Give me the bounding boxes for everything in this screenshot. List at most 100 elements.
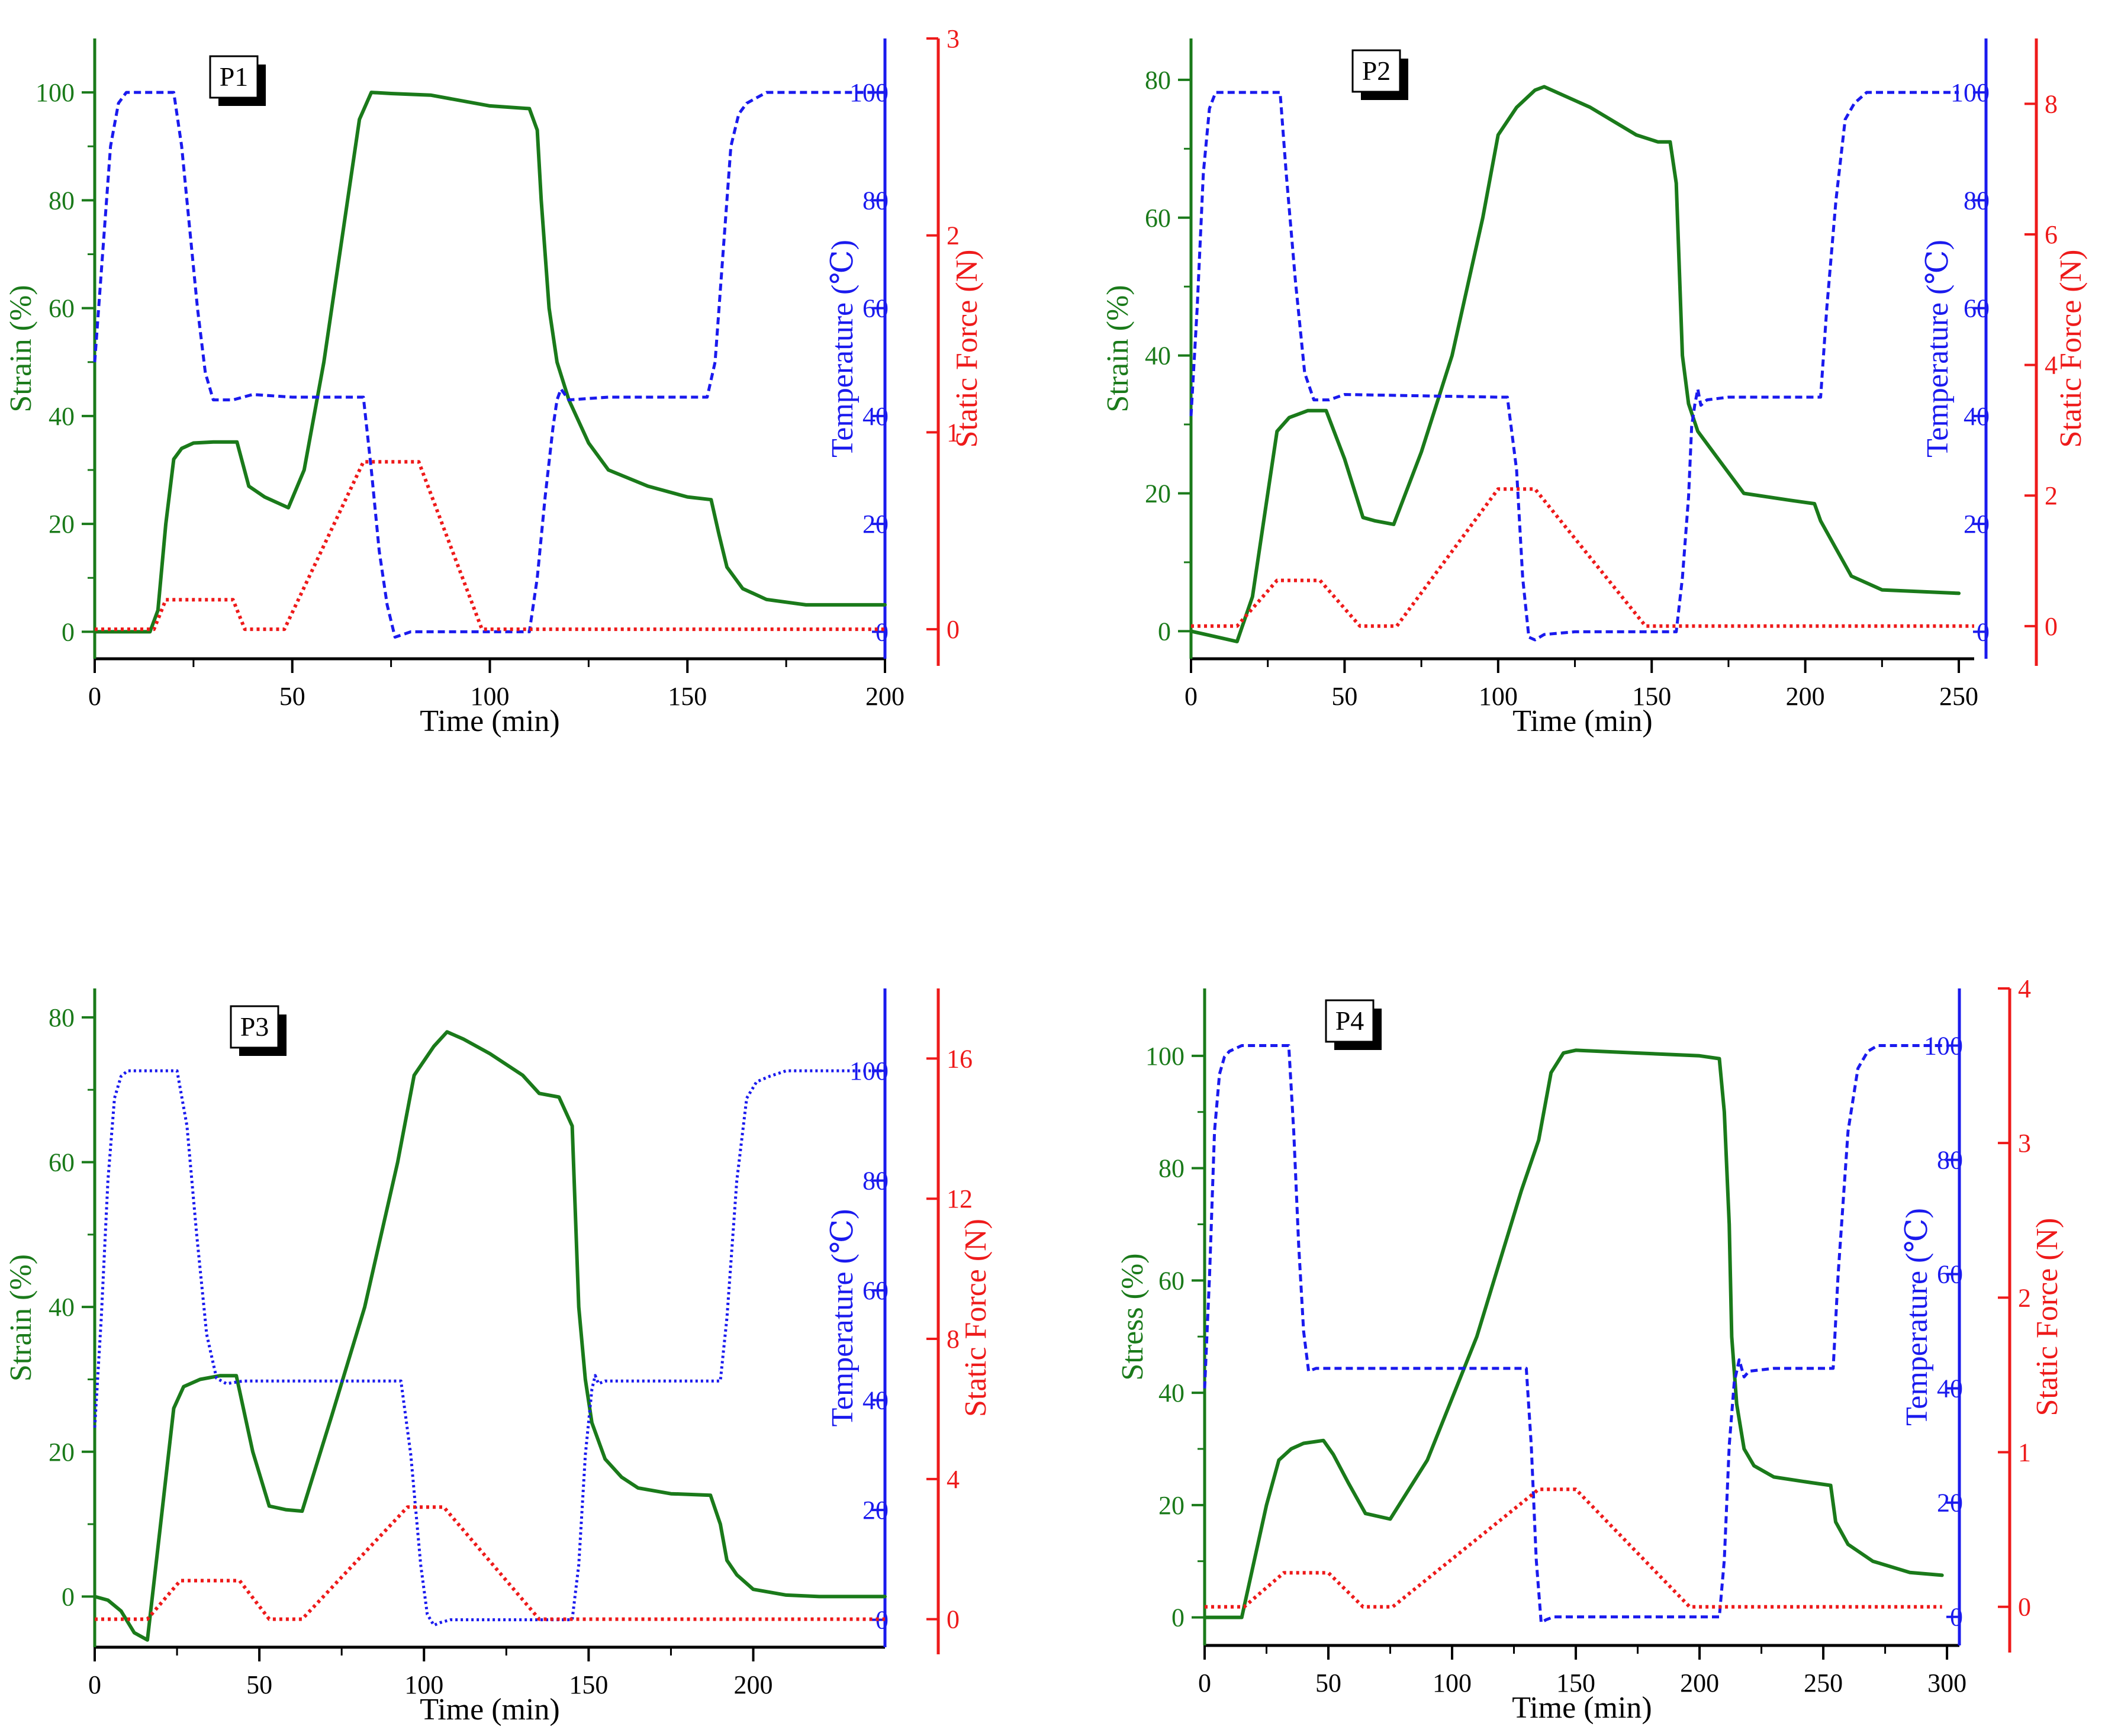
force-tick-label: 8 [2045, 89, 2058, 118]
temperature-tick-label: 40 [862, 1386, 889, 1415]
temperature-tick-label: 80 [862, 186, 889, 215]
x-tick-label: 0 [88, 1670, 101, 1699]
temperature-tick-label: 60 [1964, 294, 1990, 323]
strain-tick-label: 0 [1158, 617, 1171, 646]
temperature-tick-label: 80 [1964, 186, 1990, 215]
force-tick-label: 1 [947, 418, 960, 447]
x-tick-label: 150 [1632, 682, 1671, 711]
force-tick-label: 12 [947, 1184, 973, 1213]
x-tick-label: 100 [1433, 1669, 1472, 1698]
force-tick-label: 0 [2018, 1593, 2031, 1622]
temperature-tick-label: 40 [862, 402, 889, 431]
series-line-strain [93, 1030, 887, 1642]
x-tick-label: 100 [471, 682, 510, 711]
force-tick-label: 4 [947, 1465, 960, 1494]
x-tick-label: 50 [279, 682, 305, 711]
series-line-strain [93, 91, 887, 634]
temperature-tick-label: 60 [862, 294, 889, 323]
series-line-static-force [95, 460, 885, 632]
strain-tick-label: 80 [1145, 66, 1171, 95]
x-tick-label: 50 [246, 1670, 272, 1699]
temperature-axis-title: Temperature (℃) [1921, 240, 1955, 458]
force-tick-label: 0 [947, 615, 960, 644]
strain-tick-label: 80 [1158, 1154, 1185, 1183]
panel-tag-label: P3 [240, 1012, 269, 1042]
strain-tick-label: 100 [36, 78, 75, 107]
series-line-temperature [93, 91, 885, 639]
x-tick-label: 200 [1680, 1669, 1719, 1698]
x-tick-label: 100 [1479, 682, 1518, 711]
panel-tag-box [209, 55, 259, 99]
x-axis-title: Time (min) [420, 704, 559, 738]
temperature-tick-label: 60 [862, 1276, 889, 1305]
strain-axis-title: Stress (%) [1116, 1253, 1150, 1380]
x-tick-label: 200 [734, 1670, 773, 1699]
force-tick-label: 3 [947, 24, 960, 53]
temperature-tick-label: 20 [1937, 1489, 1963, 1518]
force-tick-label: 0 [2045, 612, 2058, 641]
force-tick-label: 4 [2018, 974, 2031, 1003]
temperature-tick-label: 40 [1937, 1374, 1963, 1403]
temperature-tick-label: 40 [1964, 402, 1990, 431]
strain-tick-label: 0 [62, 617, 75, 646]
strain-axis-title: Strain (%) [1101, 285, 1135, 412]
strain-tick-label: 20 [49, 1438, 75, 1467]
series-line-static-force [1205, 1487, 1942, 1609]
force-tick-label: 2 [2018, 1283, 2031, 1312]
series-line-static-force [95, 1505, 885, 1621]
series-line-temperature [1203, 1044, 1942, 1624]
force-tick-label: 2 [947, 221, 960, 250]
x-tick-label: 0 [88, 682, 101, 711]
strain-tick-label: 20 [1145, 479, 1171, 508]
temperature-tick-label: 0 [1950, 1603, 1963, 1632]
panel-tag-label: P4 [1335, 1006, 1364, 1036]
temperature-tick-label: 80 [862, 1167, 889, 1196]
temperature-tick-label: 0 [876, 1606, 889, 1635]
strain-tick-label: 60 [1145, 204, 1171, 233]
temperature-tick-label: 20 [1964, 510, 1990, 539]
strain-tick-label: 40 [1158, 1379, 1185, 1408]
temperature-tick-label: 0 [876, 617, 889, 646]
strain-tick-label: 60 [49, 1148, 75, 1177]
x-tick-label: 250 [1804, 1669, 1843, 1698]
strain-tick-label: 0 [62, 1582, 75, 1611]
panel-tag-box [230, 1005, 279, 1049]
strain-tick-label: 20 [1158, 1491, 1185, 1520]
temperature-tick-label: 20 [862, 1496, 889, 1525]
x-axis-title: Time (min) [1512, 704, 1652, 738]
force-tick-label: 2 [2045, 481, 2058, 510]
strain-axis-title: Strain (%) [4, 285, 38, 412]
strain-axis-title: Strain (%) [4, 1254, 38, 1381]
x-tick-label: 0 [1198, 1669, 1211, 1698]
panel-tag-label: P2 [1362, 56, 1391, 86]
series-line-static-force [1191, 487, 1974, 628]
strain-tick-label: 80 [49, 1003, 75, 1032]
strain-tick-label: 60 [1158, 1266, 1185, 1295]
strain-tick-label: 40 [1145, 342, 1171, 371]
strain-tick-label: 100 [1145, 1042, 1185, 1071]
strain-tick-label: 60 [49, 294, 75, 323]
force-axis-title: Static Force (N) [2030, 1218, 2064, 1416]
x-axis-title: Time (min) [1512, 1691, 1652, 1725]
strain-tick-label: 40 [49, 1293, 75, 1322]
x-tick-label: 0 [1185, 682, 1198, 711]
x-tick-label: 300 [1927, 1669, 1966, 1698]
force-tick-label: 16 [947, 1044, 973, 1073]
force-tick-label: 8 [947, 1325, 960, 1354]
panel-tag-box [1351, 49, 1401, 93]
strain-tick-label: 20 [49, 510, 75, 539]
force-tick-label: 6 [2045, 220, 2058, 249]
x-tick-label: 150 [668, 682, 707, 711]
x-tick-label: 250 [1939, 682, 1978, 711]
force-axis-title: Static Force (N) [950, 249, 984, 447]
series-line-temperature [1189, 91, 1959, 642]
force-tick-label: 1 [2018, 1438, 2031, 1467]
force-tick-label: 4 [2045, 351, 2058, 380]
series-line-strain [1203, 1048, 1944, 1619]
strain-tick-label: 80 [49, 186, 75, 215]
force-tick-label: 3 [2018, 1129, 2031, 1158]
